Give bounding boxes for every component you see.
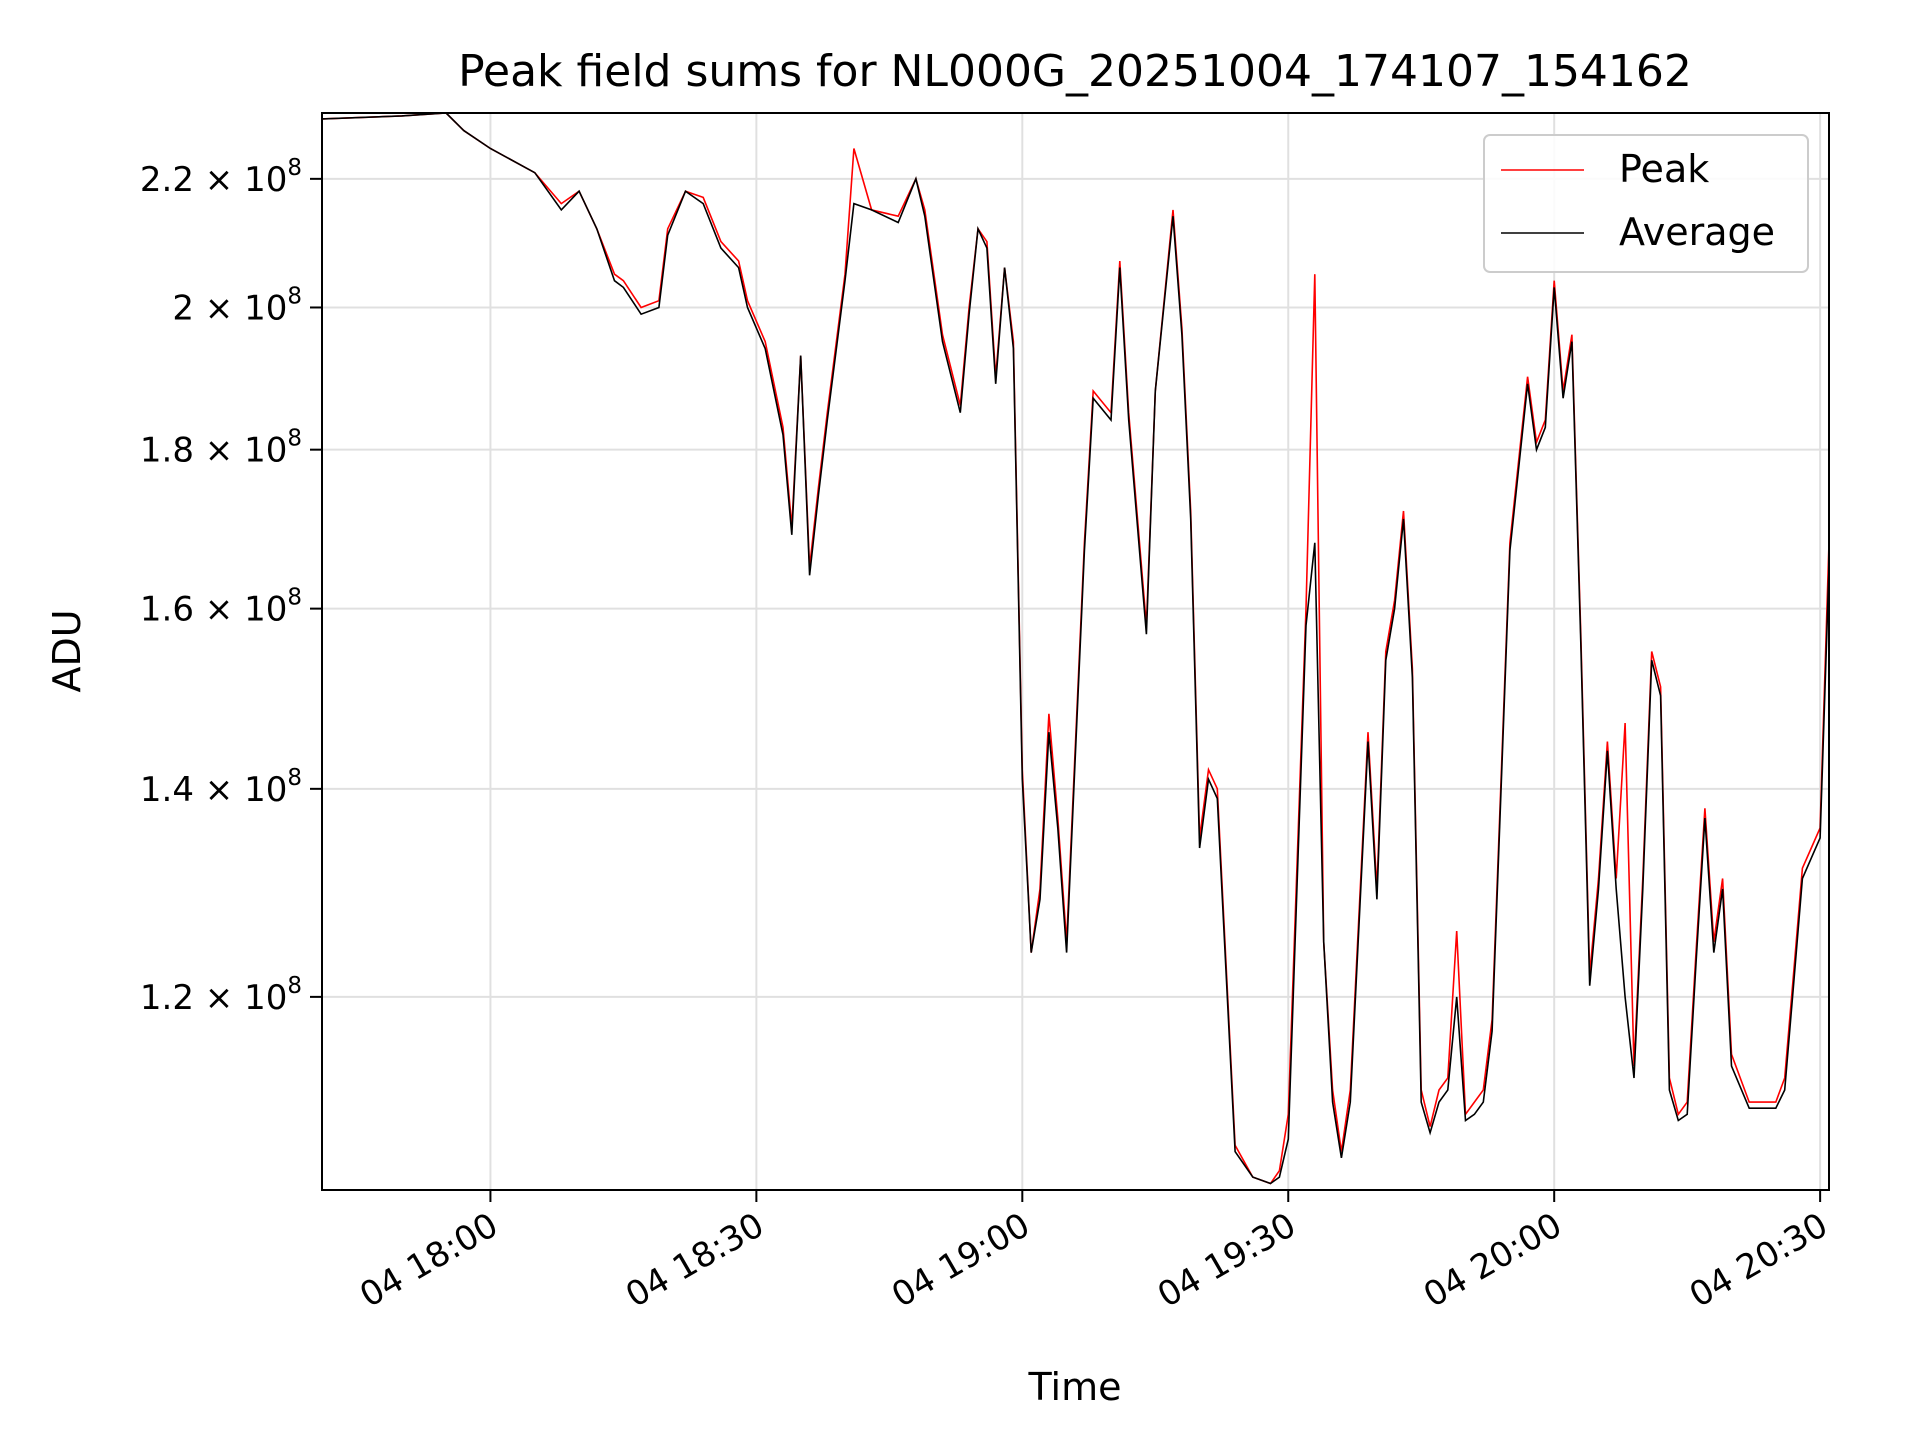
legend-label-average: Average [1619,210,1775,254]
y-tick-exponent: 8 [287,585,302,611]
y-tick-times: × 10 [194,770,287,810]
y-tick-times: × 10 [194,160,287,200]
y-tick-exponent: 8 [287,426,302,452]
y-tick-mantissa: 2 [172,288,194,328]
y-tick-label: 1.6 × 108 [140,585,302,630]
y-tick-mantissa: 1.8 [140,431,194,471]
y-tick-label: 1.8 × 108 [140,426,302,471]
y-tick-mantissa: 1.4 [140,770,194,810]
legend-label-peak: Peak [1619,147,1709,191]
y-tick-exponent: 8 [287,973,302,999]
y-tick-times: × 10 [194,590,287,630]
y-tick-exponent: 8 [287,155,302,181]
series-line-average [321,112,1830,1185]
y-tick-times: × 10 [194,978,287,1018]
y-tick-label: 1.4 × 108 [140,765,302,810]
y-tick-label: 2.2 × 108 [140,155,302,200]
y-tick-mantissa: 2.2 [140,160,194,200]
y-tick-times: × 10 [194,431,287,471]
y-tick-mantissa: 1.6 [140,590,194,630]
y-tick-label: 1.2 × 108 [140,973,302,1018]
plot-frame [321,112,1830,1191]
y-axis-label: ADU [45,609,89,692]
y-tick-label: 2 × 108 [172,283,302,328]
y-tick-times: × 10 [194,288,287,328]
plot-lines [321,112,1830,1185]
x-axis-label: Time [1028,1365,1122,1409]
y-tick-exponent: 8 [287,765,302,791]
chart-title: Peak field sums for NL000G_20251004_1741… [458,46,1692,97]
y-tick-mantissa: 1.2 [140,978,194,1018]
y-tick-exponent: 8 [287,283,302,309]
grid [322,113,1829,1190]
legend: Peak Average [1483,134,1809,273]
